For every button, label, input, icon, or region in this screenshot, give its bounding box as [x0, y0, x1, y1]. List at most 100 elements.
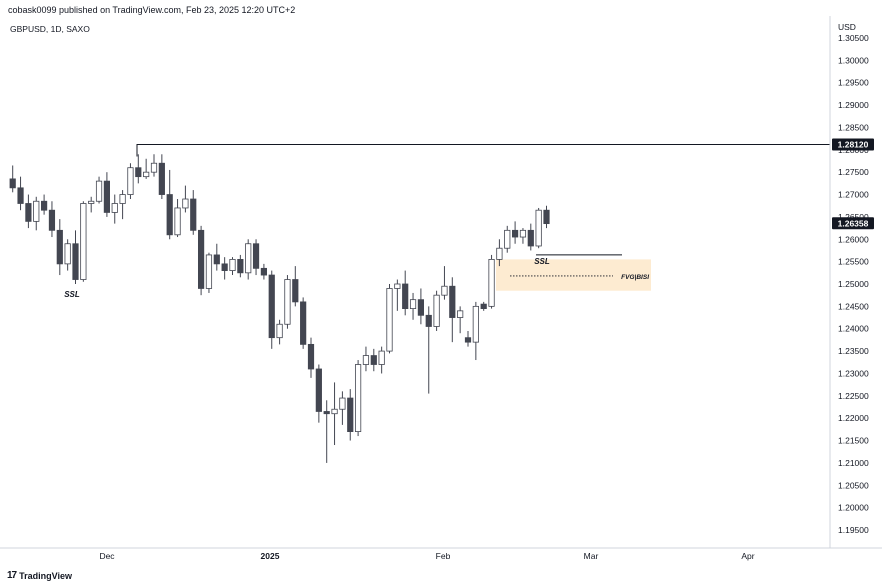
high-level-line[interactable] — [136, 143, 830, 157]
candle[interactable] — [347, 389, 354, 441]
fvg-bisi-label[interactable]: FVG|BISI — [621, 274, 649, 281]
candle[interactable] — [323, 400, 330, 463]
candle-body — [457, 310, 464, 318]
candle[interactable] — [315, 364, 322, 423]
candle[interactable] — [386, 284, 393, 354]
candle[interactable] — [409, 292, 417, 320]
candle[interactable] — [402, 270, 409, 316]
price-tag[interactable]: 1.28120 — [832, 138, 874, 151]
candle[interactable] — [229, 257, 236, 276]
candle[interactable] — [472, 301, 479, 361]
candle[interactable] — [127, 163, 134, 200]
candle[interactable] — [496, 239, 503, 267]
candle[interactable] — [17, 176, 24, 211]
candle[interactable] — [276, 319, 283, 345]
currency-label: USD — [838, 22, 856, 32]
y-tick-label: 1.30500 — [838, 33, 869, 43]
tradingview-logo[interactable]: 17 TradingView — [7, 570, 72, 581]
candle[interactable] — [237, 254, 244, 278]
candle[interactable] — [41, 194, 48, 215]
candle[interactable] — [260, 263, 268, 280]
candle[interactable] — [527, 223, 534, 251]
candle[interactable] — [307, 337, 315, 378]
candle[interactable] — [480, 301, 487, 311]
candle-body — [245, 243, 252, 274]
ssl-label[interactable]: SSL — [534, 257, 550, 266]
candle[interactable] — [213, 243, 220, 271]
candle-body — [284, 279, 291, 325]
candle[interactable] — [80, 201, 87, 282]
candle[interactable] — [25, 194, 32, 229]
candle[interactable] — [9, 165, 16, 193]
candle[interactable] — [103, 172, 110, 217]
candle[interactable] — [174, 199, 181, 238]
candle[interactable] — [292, 266, 299, 307]
candle[interactable] — [197, 225, 205, 296]
y-tick-label: 1.29000 — [838, 100, 869, 110]
y-tick-label: 1.22500 — [838, 391, 869, 401]
candle[interactable] — [190, 190, 197, 235]
candle[interactable] — [143, 158, 150, 179]
candle-body — [9, 178, 16, 189]
candle-body — [190, 198, 197, 231]
candle-body — [292, 279, 299, 303]
ssl-label[interactable]: SSL — [64, 290, 80, 299]
candle-body — [72, 243, 79, 280]
candle[interactable] — [535, 207, 542, 249]
candle[interactable] — [331, 382, 338, 446]
candle[interactable] — [339, 391, 346, 425]
candle[interactable] — [158, 154, 165, 200]
candle[interactable] — [457, 306, 464, 334]
candle-body — [237, 258, 244, 274]
logo-text: TradingView — [19, 570, 72, 581]
candle[interactable] — [135, 154, 142, 184]
price-tag[interactable]: 1.26358 — [832, 217, 874, 230]
candle[interactable] — [370, 348, 377, 372]
candle[interactable] — [504, 225, 511, 253]
candle[interactable] — [221, 257, 228, 280]
candle-body — [48, 209, 56, 231]
candle[interactable] — [378, 346, 385, 374]
candle[interactable] — [245, 239, 252, 280]
candle[interactable] — [512, 221, 519, 244]
candle[interactable] — [166, 169, 173, 240]
candle[interactable] — [519, 228, 527, 244]
candle[interactable] — [543, 205, 550, 229]
candle[interactable] — [33, 196, 40, 231]
candle[interactable] — [48, 201, 56, 238]
candle[interactable] — [441, 266, 448, 300]
candle[interactable] — [300, 297, 307, 349]
candle[interactable] — [95, 176, 103, 204]
candle[interactable] — [354, 360, 362, 437]
time-axis[interactable]: Dec 2025 Feb Mar Apr — [0, 547, 882, 561]
candle[interactable] — [252, 239, 260, 276]
candle[interactable] — [72, 230, 79, 284]
candle[interactable] — [284, 275, 291, 329]
candle[interactable] — [119, 190, 126, 220]
x-tick-label: Dec — [99, 551, 115, 561]
candle[interactable] — [182, 185, 189, 213]
candle[interactable] — [425, 306, 432, 394]
candle[interactable] — [464, 330, 472, 347]
candle[interactable] — [64, 239, 71, 271]
candle[interactable] — [417, 288, 425, 325]
fvg-zone[interactable] — [496, 259, 651, 291]
x-tick-label: 2025 — [261, 551, 280, 561]
candle[interactable] — [362, 346, 370, 372]
candle[interactable] — [88, 196, 95, 213]
candle[interactable] — [394, 279, 401, 311]
candle-body — [33, 200, 40, 222]
candle[interactable] — [433, 290, 440, 331]
candle[interactable] — [205, 252, 213, 293]
candle[interactable] — [449, 277, 456, 343]
publish-info: cobask0099 published on TradingView.com,… — [8, 5, 296, 15]
candle[interactable] — [56, 219, 63, 276]
candle-body — [119, 194, 126, 204]
plot-area[interactable]: SSL SSL FVG|BISI — [9, 143, 830, 463]
candle[interactable] — [111, 194, 118, 224]
candle[interactable] — [268, 270, 275, 349]
candle[interactable] — [488, 254, 495, 309]
candle[interactable] — [150, 154, 158, 177]
